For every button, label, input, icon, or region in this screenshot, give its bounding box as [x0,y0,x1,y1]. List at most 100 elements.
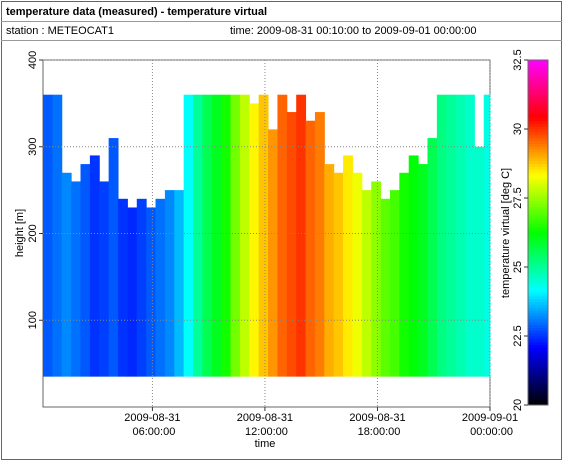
colorbar-strip [528,131,548,136]
colorbar-strip [528,341,548,346]
heat-cell [221,94,232,377]
period: time: 2009-08-31 00:10:00 to 2009-09-01 … [230,25,476,37]
heat-cell [136,198,147,377]
colorbar-strip [528,117,548,121]
x-tick-label: 2009-08-31 18:00:00 [349,412,405,438]
colorbar-strip [528,310,548,314]
colorbar-strip [528,62,548,67]
colorbar-strip [528,241,548,245]
colorbar-strip [528,330,548,334]
x-tick-label: 2009-09-01 00:00:00 [462,412,518,438]
heat-cell [371,181,382,377]
heat-cell [89,155,100,377]
colorbar-strip [528,186,548,190]
heat-cell [80,164,91,377]
colorbar-strip [528,275,548,279]
colorbar-strip [528,373,548,377]
colorbar-strip [528,396,548,400]
colorbar-strip [528,172,548,176]
colorbar-strip [528,85,548,90]
colorbar-strip [528,160,548,164]
y-tick-label: 100 [27,311,39,329]
heat-cell [305,120,316,377]
colorbar-strip [528,338,548,343]
colorbar-strip [528,180,548,185]
heat-cell [474,146,485,377]
colorbar-strip [528,353,548,357]
colorbar-strip [528,333,548,337]
colorbar-strip [528,393,548,397]
colorbar-strip [528,166,548,170]
colorbar-strip [528,370,548,374]
colorbar-strip [528,379,548,383]
colorbar-strip [528,203,548,208]
x-tick-label: 2009-08-31 06:00:00 [124,412,180,438]
colorbar-strip [528,301,548,305]
heat-cell [202,94,213,377]
colorbar-strip [528,350,548,354]
heat-cell [61,172,72,377]
colorbar-strip [528,387,548,392]
colorbar-strip [528,269,548,274]
heat-cell [324,164,335,377]
colorbar-strip [528,169,548,173]
colorbar-frame [527,59,549,406]
heat-cell [43,94,53,377]
x-tick-line: 06:00:00 [129,426,175,438]
colorbar-strip [528,91,548,95]
colorbar-strip [528,143,548,147]
heat-cell [399,172,410,377]
heat-cell [343,155,353,377]
colorbar-label: temperature virtual [deg C] [500,168,512,298]
colorbar-strip [528,229,548,233]
colorbar-strip [528,154,548,159]
colorbar-tick-label: 30 [512,123,524,135]
colorbar-strip [528,60,548,64]
colorbar-strip [528,255,548,259]
colorbar-strip [528,235,548,239]
colorbar-strip [528,157,548,162]
heat-cell [249,103,260,377]
heat-cell [211,94,222,377]
heat-cell [389,190,400,377]
y-tick-label: 200 [27,224,39,242]
colorbar-strip [528,390,548,394]
colorbar-strip [528,134,548,139]
heat-cell [193,94,203,377]
heat-cell [296,94,307,377]
colorbar-strip [528,292,548,297]
heat-cell [174,190,185,377]
colorbar-strip [528,226,548,231]
colorbar-strip [528,221,548,225]
colorbar-strip [528,177,548,182]
heat-cell [408,155,419,377]
colorbar-strip [528,83,548,87]
colorbar-strip [528,195,548,199]
heat-cell [380,198,391,377]
colorbar-strip [528,77,548,81]
colorbar-strip [528,152,548,156]
colorbar-strip [528,304,548,308]
colorbar-strip [528,120,548,124]
heat-cell [258,94,269,377]
colorbar-tick-label: 27.5 [512,187,524,208]
colorbar-strip [528,223,548,228]
colorbar-strip [528,94,548,98]
colorbar-strip [528,278,548,282]
colorbar-strip [528,183,548,187]
heat-cell [239,94,250,377]
colorbar-tick-label: 25 [512,261,524,273]
colorbar-strip [528,114,548,118]
heat-cell [352,172,363,377]
colorbar-strip [528,376,548,380]
colorbar-strip [528,123,548,127]
colorbar-strip [528,384,548,389]
colorbar-strip [528,108,548,113]
colorbar-strip [528,238,548,242]
colorbar-strip [528,321,548,325]
colorbar-strip [528,399,548,403]
colorbar-strip [528,88,548,93]
x-tick-label: 2009-08-31 12:00:00 [237,412,293,438]
colorbar-strip [528,359,548,363]
colorbar-strip [528,356,548,360]
